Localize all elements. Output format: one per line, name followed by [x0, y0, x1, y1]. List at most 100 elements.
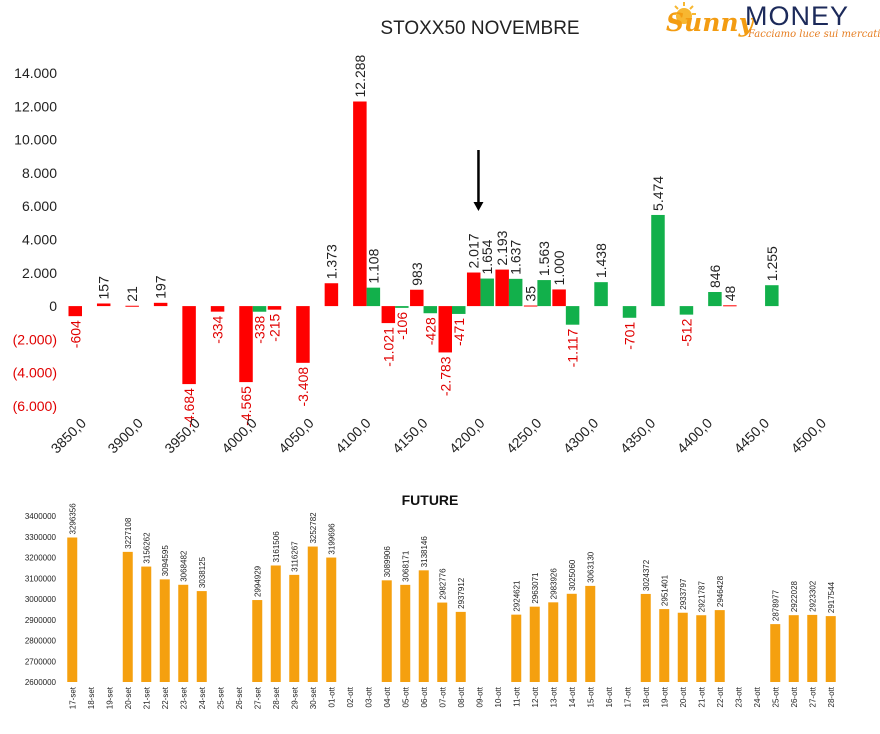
future-data-labels: 3296356 3227108 3156262 3094595 3068482 30381…	[68, 503, 836, 621]
x-tick-label: 4300,0	[560, 415, 602, 457]
red-series-bar	[153, 302, 168, 307]
red-series-bar	[125, 305, 139, 307]
x-tick-label: 09-ott	[475, 686, 484, 707]
x-tick-label: 02-ott	[346, 686, 355, 707]
red-series-bar	[466, 272, 481, 307]
red-series-bar	[210, 306, 225, 312]
red-series-data-label: -3.408	[295, 367, 311, 407]
future-data-label: 3025060	[568, 559, 577, 591]
red-series-data-label: -4.565	[238, 386, 254, 426]
future-bar	[640, 593, 651, 682]
future-bar	[825, 616, 836, 682]
y-tick-label: 8.000	[22, 165, 57, 181]
red-series-data-label: 197	[153, 275, 169, 299]
green-series-data-label: 5.474	[650, 176, 666, 211]
future-bar	[289, 574, 300, 682]
future-bar	[585, 585, 596, 682]
future-data-label: 3296356	[68, 503, 77, 535]
x-tick-label: 20-ott	[679, 686, 688, 707]
future-data-label: 2994929	[253, 565, 262, 597]
future-data-label: 2951401	[660, 574, 669, 606]
x-tick-label: 04-ott	[383, 686, 392, 707]
future-data-label: 2937912	[457, 577, 466, 609]
red-series-data-label: 983	[409, 262, 425, 286]
red-series-data-label: 21	[124, 286, 140, 302]
green-series-data-label: 1.563	[536, 241, 552, 276]
future-bar	[178, 584, 189, 682]
green-series-bar	[452, 306, 466, 314]
red-series-data-label: -4.684	[181, 388, 197, 428]
future-bar	[714, 610, 725, 682]
x-tick-label: 3900,0	[104, 415, 146, 457]
red-series-bar	[495, 269, 509, 307]
green-series-bar	[508, 278, 523, 307]
green-series-bar	[708, 292, 722, 307]
future-data-label: 2983926	[549, 568, 558, 600]
x-tick-label: 29-set	[290, 686, 299, 709]
future-x-axis: 17-set 18-set 19-set 20-set 21-set 22-set 23-s…	[68, 686, 836, 709]
future-bar	[307, 546, 318, 682]
future-data-label: 3252782	[309, 512, 318, 544]
y-tick-label: 3000000	[25, 595, 57, 604]
x-tick-label: 22-ott	[716, 686, 725, 707]
x-tick-label: 12-ott	[531, 686, 540, 707]
y-tick-label: 2700000	[25, 657, 57, 666]
logo-brand-second: MONEY	[745, 1, 849, 31]
red-series-bar	[239, 306, 253, 383]
y-tick-label: 0	[49, 298, 57, 314]
x-tick-label: 26-set	[235, 686, 244, 709]
strike-chart: STOXX50 NOVEMBRE 14.000 12.000 10.000 8.000…	[13, 18, 830, 456]
red-series-data-label: -604	[67, 320, 83, 348]
future-bar	[196, 591, 207, 682]
x-tick-label: 3850,0	[48, 415, 90, 457]
future-data-label: 2922028	[790, 580, 799, 612]
x-tick-label: 4400,0	[674, 415, 716, 457]
green-series-data-label: 1.637	[508, 240, 524, 275]
x-tick-label: 18-set	[87, 686, 96, 709]
future-chart: FUTURE 2600000 2700000 2800000 2900000 30000…	[25, 492, 836, 709]
red-series-bar	[267, 306, 282, 310]
green-series-data-label: -471	[451, 318, 467, 346]
red-series-data-label: -215	[266, 313, 282, 341]
x-tick-label: 24-set	[198, 686, 207, 709]
x-tick-label: 27-set	[253, 686, 262, 709]
green-series-data-label: -106	[394, 312, 410, 340]
strike-chart-title: STOXX50 NOVEMBRE	[380, 18, 579, 39]
red-series-bar	[410, 289, 424, 307]
future-data-label: 3138146	[420, 536, 429, 568]
red-series-data-label: 2.193	[494, 230, 510, 265]
x-tick-label: 4450,0	[731, 415, 773, 457]
x-tick-label: 19-set	[105, 686, 114, 709]
y-tick-label: 10.000	[14, 132, 57, 148]
future-data-label: 3068482	[179, 550, 188, 582]
red-series-data-label: 2.017	[466, 233, 482, 268]
x-tick-label: 23-set	[179, 686, 188, 709]
x-tick-label: 07-ott	[438, 686, 447, 707]
y-tick-label: 3100000	[25, 574, 57, 583]
green-series-bar	[423, 306, 438, 314]
future-bar	[529, 606, 540, 682]
x-tick-label: 15-ott	[586, 686, 595, 707]
red-series-bar	[552, 289, 566, 307]
future-bar	[437, 602, 448, 682]
y-tick-label: (6.000)	[13, 398, 57, 414]
red-series-data-label: -1.021	[380, 327, 396, 367]
x-tick-label: 06-ott	[420, 686, 429, 707]
green-series-bar	[252, 306, 267, 312]
strike-y-axis: 14.000 12.000 10.000 8.000 6.000 4.000 2.000 0 (…	[13, 65, 58, 414]
x-tick-label: 30-set	[309, 686, 318, 709]
strike-x-axis: 3850,0 3900,0 3950,0 4000,0 4050,0 4100,0 4150…	[48, 415, 830, 457]
future-data-label: 2921787	[697, 581, 706, 613]
future-data-label: 3024372	[642, 559, 651, 591]
y-tick-label: (2.000)	[13, 331, 57, 347]
green-series-bar	[622, 306, 637, 318]
future-bar	[381, 580, 392, 682]
x-tick-label: 24-ott	[753, 686, 762, 707]
future-data-label: 2923302	[808, 580, 817, 612]
y-tick-label: 2600000	[25, 678, 57, 687]
green-series-data-label: 1.108	[365, 248, 381, 283]
x-tick-label: 13-ott	[549, 686, 558, 707]
x-tick-label: 14-ott	[568, 686, 577, 707]
future-bar	[566, 593, 577, 682]
red-series-data-label: 1.000	[551, 250, 567, 285]
